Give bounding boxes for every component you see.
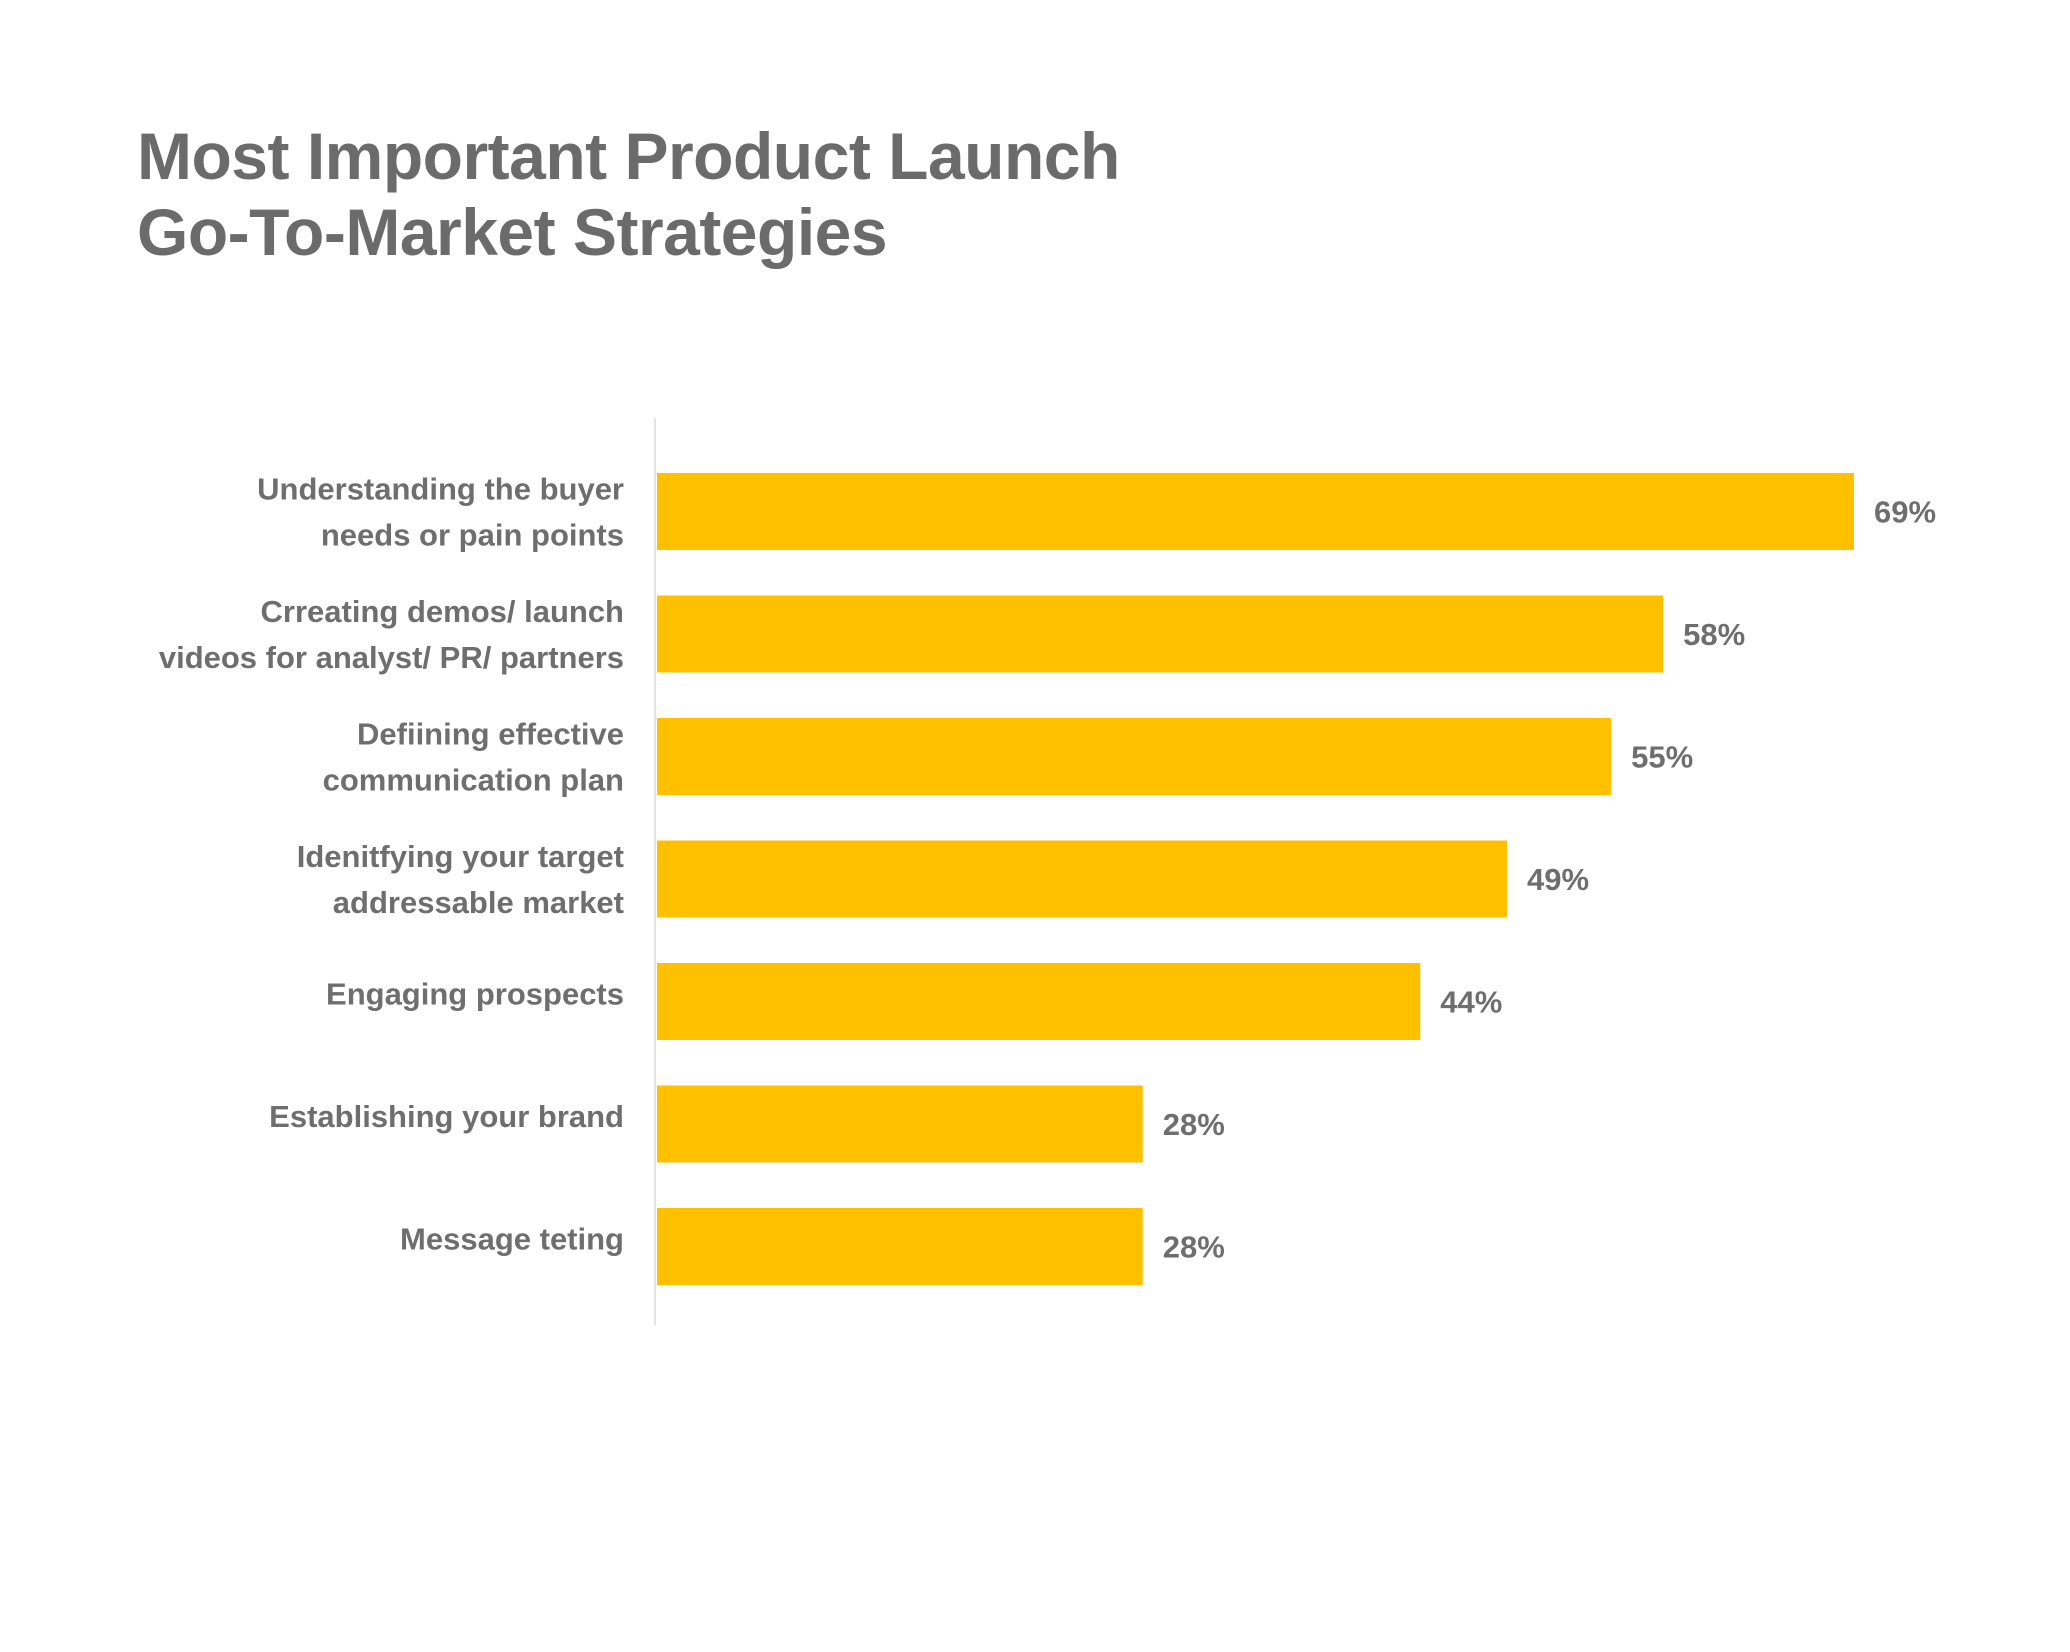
category-label-3-line-1: addressable market xyxy=(333,885,624,920)
value-label-1: 58% xyxy=(1683,617,1745,652)
bars-group xyxy=(657,473,1854,1285)
category-label-2-line-1: communication plan xyxy=(323,763,624,798)
value-label-3: 49% xyxy=(1527,862,1589,897)
value-label-2: 55% xyxy=(1631,740,1693,775)
bar-0 xyxy=(657,473,1854,550)
bar-5 xyxy=(657,1085,1143,1163)
category-label-6-line-0: Message teting xyxy=(400,1222,624,1257)
bar-2 xyxy=(657,718,1612,795)
bar-6 xyxy=(657,1208,1143,1285)
category-label-2-line-0: Defiining effective xyxy=(357,717,624,752)
value-label-4: 44% xyxy=(1440,985,1502,1020)
category-label-3-line-0: Idenitfying your target xyxy=(297,839,624,874)
chart-title-line-2: Go-To-Market Strategies xyxy=(137,195,888,269)
value-labels-group: 69% 58% 55% 49% 44% 28% 28% xyxy=(1163,495,1936,1265)
chart-title: Most Important Product Launch Go-To-Mark… xyxy=(137,118,1120,270)
category-label-1-line-0: Crreating demos/ launch xyxy=(261,594,624,629)
bar-1 xyxy=(657,595,1664,673)
category-label-0-line-1: needs or pain points xyxy=(321,518,624,553)
category-label-1-line-1: videos for analyst/ PR/ partners xyxy=(159,640,624,675)
bar-3 xyxy=(657,840,1508,918)
category-label-4-line-0: Engaging prospects xyxy=(326,977,624,1012)
value-label-5: 28% xyxy=(1163,1107,1225,1142)
value-label-6: 28% xyxy=(1163,1230,1225,1265)
chart-title-line-1: Most Important Product Launch xyxy=(137,119,1120,193)
category-label-0-line-0: Understanding the buyer xyxy=(257,472,624,507)
bar-4 xyxy=(657,963,1421,1040)
category-label-5-line-0: Establishing your brand xyxy=(269,1099,624,1134)
value-label-0: 69% xyxy=(1874,495,1936,530)
category-labels-group: Understanding the buyer needs or pain poi… xyxy=(159,472,624,1257)
